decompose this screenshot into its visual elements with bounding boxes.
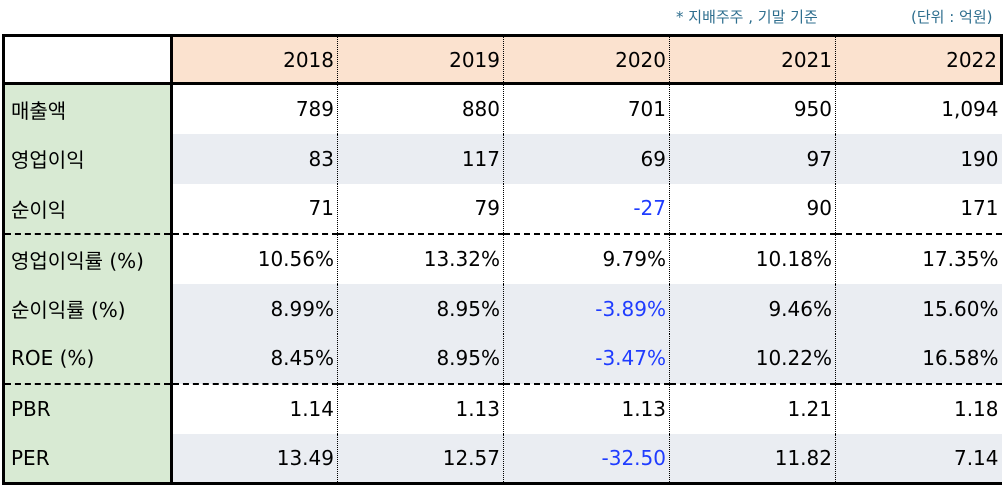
table-cell: 9.46% [669,283,836,334]
table-row: 순이익률 (%) 8.99% 8.95% -3.89% 9.46% 15.60% [2,283,1002,334]
table-cell: 13.49 [171,433,338,485]
row-label: ROE (%) [2,333,173,384]
table-cell: 10.18% [669,232,836,284]
table-cell: 11.82 [669,433,836,485]
negative-cell: -3.89% [503,283,670,334]
year-header: 2019 [337,34,504,85]
negative-cell: -3.47% [503,333,670,384]
row-label: 순이익 [2,183,173,234]
table-cell: 10.56% [171,232,338,284]
table-cell: 117 [337,133,504,184]
row-label: 매출액 [2,82,173,134]
corner-cell [2,34,173,85]
table-cell: 15.60% [835,283,1002,334]
table-cell: 7.14 [835,433,1002,485]
table-row: 순이익 71 79 -27 90 171 [2,183,1002,234]
row-label: 순이익률 (%) [2,283,173,334]
table-cell: 12.57 [337,433,504,485]
table-cell: 1,094 [835,82,1002,134]
table-row: 영업이익 83 117 69 97 190 [2,133,1002,184]
table-cell: 8.99% [171,283,338,334]
table-cell: 17.35% [835,232,1002,284]
table-row: 매출액 789 880 701 950 1,094 [2,82,1002,134]
table-cell: 701 [503,82,670,134]
table-cell: 83 [171,133,338,184]
table-cell: 8.45% [171,333,338,384]
row-label: PBR [2,382,173,434]
table-row: PBR 1.14 1.13 1.13 1.21 1.18 [2,382,1002,434]
row-label: 영업이익률 (%) [2,232,173,284]
table-cell: 171 [960,196,999,220]
row-label: 영업이익 [2,133,173,184]
table-cell: 97 [669,133,836,184]
table-cell: 16.58% [835,333,1002,384]
table-cell: 1.18 [835,382,1002,434]
negative-cell: -27 [503,183,670,234]
table-cell: 1.13 [337,382,504,434]
year-header: 2020 [503,34,670,85]
table-cell: 789 [171,82,338,134]
year-header: 2021 [669,34,836,85]
year-header: 2022 [835,34,1003,85]
table-cell: 71 [171,183,338,234]
row-label: PER [2,433,173,485]
negative-cell: -32.50 [503,433,670,485]
table-cell: 10.22% [669,333,836,384]
table-cell: 9.79% [503,232,670,284]
unit-note: (단위 : 억원) [911,8,993,26]
year-header: 2018 [171,34,338,85]
table-cell: 950 [669,82,836,134]
table-cell: 1.21 [669,382,836,434]
table-cell: 1.13 [503,382,670,434]
financial-table: 2018 2019 2020 2021 2022 매출액 789 880 701… [2,34,1003,485]
table-cell: 90 [669,183,836,234]
table-cell: 13.32% [337,232,504,284]
table-cell: 8.95% [337,333,504,384]
header-row: 2018 2019 2020 2021 2022 [2,34,1003,85]
table-cell: 190 [835,133,1002,184]
basis-note: * 지배주주 , 기말 기준 [676,8,818,26]
table-cell: 880 [337,82,504,134]
table-cell: 1.14 [171,382,338,434]
table-cell: 79 [337,183,504,234]
table-row: PER 13.49 12.57 -32.50 11.82 7.14 [2,433,1002,485]
table-cell: 69 [503,133,670,184]
table-row: ROE (%) 8.45% 8.95% -3.47% 10.22% 16.58% [2,333,1002,384]
table-cell: 8.95% [337,283,504,334]
table-row: 영업이익률 (%) 10.56% 13.32% 9.79% 10.18% 17.… [2,232,1002,284]
